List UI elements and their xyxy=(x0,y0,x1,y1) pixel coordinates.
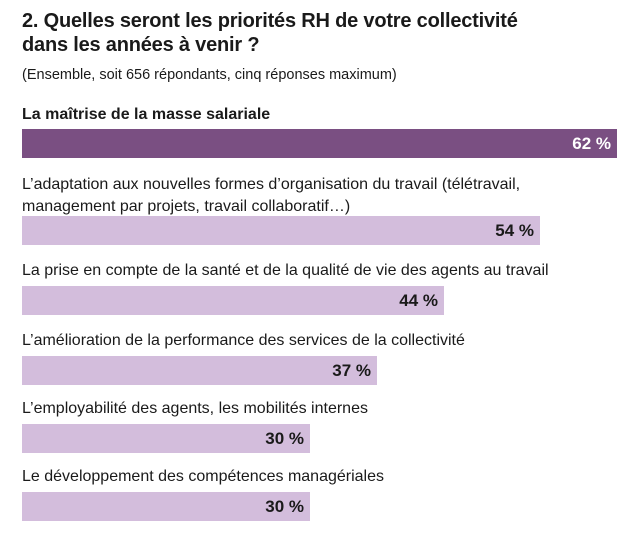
bar: 30 % xyxy=(22,492,310,521)
bar-value-label: 62 % xyxy=(572,134,611,153)
category-label: Le développement des compétences managér… xyxy=(22,468,385,485)
bar-value-label: 30 % xyxy=(265,429,304,448)
bar: 62 % xyxy=(22,129,617,158)
bar: 37 % xyxy=(22,356,377,385)
bar-value-label: 54 % xyxy=(495,221,534,240)
bar-value-label: 30 % xyxy=(265,497,304,516)
category-label: L’amélioration de la performance des ser… xyxy=(22,332,465,349)
bar-value-label: 44 % xyxy=(399,291,438,310)
bar: 30 % xyxy=(22,424,310,453)
category-label: La prise en compte de la santé et de la … xyxy=(22,262,549,279)
bar-value-label: 37 % xyxy=(332,361,371,380)
chart-title: 2. Quelles seront les priorités RH de vo… xyxy=(22,10,518,56)
category-label: L’employabilité des agents, les mobilité… xyxy=(22,400,368,417)
chart-subtitle: (Ensemble, soit 656 répondants, cinq rép… xyxy=(22,67,397,83)
category-label: L’adaptation aux nouvelles formes d’orga… xyxy=(22,176,521,215)
bar: 54 % xyxy=(22,216,540,245)
bar: 44 % xyxy=(22,286,444,315)
category-label: La maîtrise de la masse salariale xyxy=(22,106,271,123)
